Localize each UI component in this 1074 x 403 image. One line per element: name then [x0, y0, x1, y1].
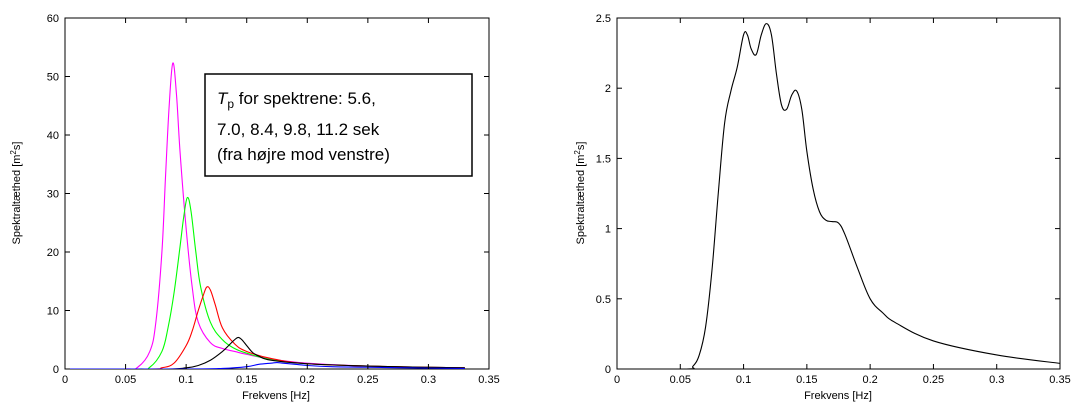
left-x-tick-label: 0.35	[478, 374, 499, 386]
annotation-frame	[204, 73, 473, 177]
left-x-tick-label: 0.1	[178, 374, 193, 386]
left-y-tick-label: 20	[47, 247, 59, 259]
right-x-tick-label: 0.3	[989, 374, 1004, 386]
right-y-tick-label: 0	[605, 364, 611, 376]
left-series-group	[65, 62, 465, 369]
right-x-tick-label: 0.2	[862, 374, 877, 386]
chart-right: 0 0.05 0.1 0.15 0.2 0.25 0.3 0.35 0 0.5 1 1.5 2 2.5 F…	[573, 13, 1071, 402]
right-x-tick-label: 0.35	[1049, 374, 1070, 386]
right-y-tick-label: 1	[605, 224, 611, 236]
right-series-group	[617, 23, 1060, 369]
left-x-tick-label: 0	[62, 374, 68, 386]
right-y-axis-label-sup: 2	[573, 150, 582, 155]
annotation-line-1: Tp for spektrene: 5.6,	[217, 89, 376, 111]
left-x-tick-label: 0.25	[357, 374, 378, 386]
left-y-tick-label: 0	[53, 364, 59, 376]
left-x-axis-label: Frekvens [Hz]	[242, 390, 310, 402]
left-x-tick-label: 0.2	[300, 374, 315, 386]
right-series-line-1	[617, 23, 1060, 369]
annotation-box: Tp for spektrene: 5.6, 7.0, 8.4, 9.8, 11…	[204, 73, 473, 177]
right-axes-group: 0 0.05 0.1 0.15 0.2 0.25 0.3 0.35 0 0.5 1 1.5 2 2.5	[596, 13, 1071, 386]
annotation-symbol: T	[217, 89, 229, 108]
left-y-axis-label-main: Spektraltæthed [m	[11, 155, 23, 245]
left-x-tick-label: 0.3	[421, 374, 436, 386]
left-series-line-4	[65, 336, 465, 369]
left-y-tick-label: 60	[47, 13, 59, 25]
right-x-tick-label: 0.25	[923, 374, 944, 386]
right-plot-area	[616, 17, 1061, 370]
left-plot-area	[64, 17, 490, 370]
left-y-axis-label: Spektraltæthed [m2s]	[9, 142, 23, 245]
left-series-line-5	[65, 362, 465, 369]
right-y-axis-label-end: s]	[575, 142, 587, 151]
right-x-axis-label: Frekvens [Hz]	[804, 390, 872, 402]
chart-left: 0 0.05 0.1 0.15 0.2 0.25 0.3 0.350102030405060 …	[9, 13, 500, 402]
left-y-axis-label-end: s]	[11, 142, 23, 151]
right-y-axis-label: Spektraltæthed [m2s]	[573, 142, 587, 245]
left-y-tick-label: 50	[47, 72, 59, 84]
annotation-line-1-rest: for spektrene: 5.6,	[234, 89, 376, 108]
annotation-subscript: p	[227, 97, 234, 111]
annotation-line-2: 7.0, 8.4, 9.8, 11.2 sek	[217, 120, 380, 139]
left-y-tick-label: 40	[47, 130, 59, 142]
left-y-tick-label: 30	[47, 189, 59, 201]
right-y-tick-label: 0.5	[596, 294, 611, 306]
annotation-line-3: (fra højre mod venstre)	[217, 145, 390, 164]
right-y-tick-label: 1.5	[596, 153, 611, 165]
left-y-tick-label: 10	[47, 306, 59, 318]
left-axes-group: 0 0.05 0.1 0.15 0.2 0.25 0.3 0.35 0 10 20 30 40 50 60	[47, 13, 500, 386]
right-x-tick-label: 0.1	[736, 374, 751, 386]
left-x-tick-label: 0.15	[236, 374, 257, 386]
right-x-tick-label: 0	[614, 374, 620, 386]
right-x-tick-label: 0.15	[796, 374, 817, 386]
left-x-tick-label: 0.05	[115, 374, 136, 386]
right-y-tick-label: 2.5	[596, 13, 611, 25]
right-x-tick-label: 0.05	[670, 374, 691, 386]
left-y-axis-label-sup: 2	[9, 150, 18, 155]
right-y-axis-label-main: Spektraltæthed [m	[575, 155, 587, 245]
right-y-tick-label: 2	[605, 83, 611, 95]
